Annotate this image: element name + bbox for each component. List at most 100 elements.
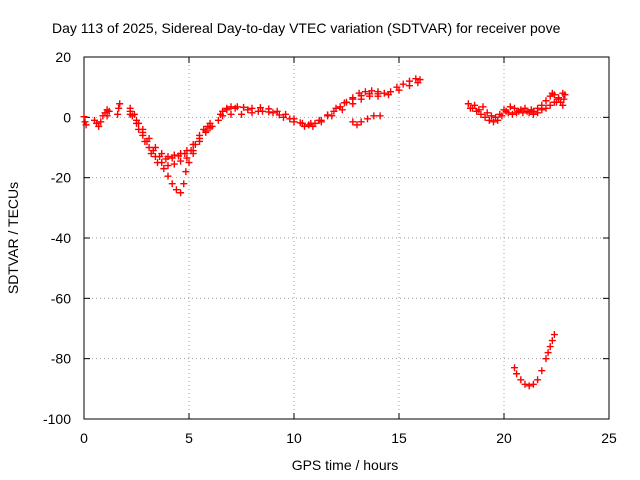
data-point <box>177 157 185 165</box>
data-point <box>385 91 392 99</box>
data-point <box>521 104 529 112</box>
data-point <box>511 364 518 372</box>
data-point <box>475 106 483 114</box>
data-point <box>490 118 497 126</box>
data-point <box>477 110 485 118</box>
data-point <box>357 118 365 126</box>
data-point <box>487 112 495 120</box>
data-point <box>559 101 567 109</box>
data-point <box>466 104 474 112</box>
x-tick-label: 0 <box>80 430 88 446</box>
series-arc-a <box>126 104 214 163</box>
data-point <box>286 115 294 123</box>
x-tick-label: 5 <box>185 430 193 446</box>
data-point <box>244 106 252 114</box>
data-point <box>548 337 556 345</box>
data-point <box>485 116 493 124</box>
data-point <box>164 153 172 161</box>
series-early-arcs <box>80 100 124 130</box>
data-point <box>189 150 197 158</box>
data-point <box>238 110 245 118</box>
data-point <box>177 150 185 158</box>
data-point <box>227 103 235 111</box>
data-point <box>189 140 197 148</box>
data-point <box>324 111 332 119</box>
x-tick-label: 25 <box>601 430 617 446</box>
data-point <box>219 112 227 120</box>
data-point <box>508 110 516 118</box>
data-point <box>357 92 365 100</box>
data-point <box>214 116 222 124</box>
data-point <box>534 376 542 384</box>
data-point <box>525 109 533 117</box>
data-point <box>227 110 235 118</box>
data-point <box>546 101 554 109</box>
x-tick-label: 15 <box>391 430 407 446</box>
data-point <box>240 103 248 111</box>
data-point <box>399 80 407 88</box>
data-point <box>280 113 287 121</box>
data-point <box>139 125 147 133</box>
data-point <box>315 116 323 124</box>
data-point <box>147 150 155 158</box>
data-point <box>521 380 529 388</box>
data-point <box>168 180 176 188</box>
data-point <box>553 98 560 106</box>
data-point <box>126 107 134 115</box>
data-point <box>511 104 518 112</box>
data-point <box>114 110 122 118</box>
y-tick-label: -40 <box>51 230 71 246</box>
data-point <box>534 104 542 112</box>
data-point <box>139 131 147 139</box>
data-point <box>414 79 422 87</box>
series-arc-l <box>511 331 558 390</box>
data-point <box>265 108 273 116</box>
data-point <box>145 144 153 151</box>
data-point <box>349 118 357 126</box>
data-point <box>160 165 168 173</box>
data-point <box>395 86 403 94</box>
data-point <box>374 90 382 98</box>
data-point <box>506 103 514 111</box>
data-point <box>128 112 136 120</box>
data-point <box>561 91 569 99</box>
data-point <box>151 144 159 151</box>
series-arc-b <box>126 110 214 170</box>
data-point <box>256 104 264 112</box>
data-point <box>550 331 558 339</box>
chart-title: Day 113 of 2025, Sidereal Day-to-day VTE… <box>52 20 561 36</box>
data-point <box>170 151 178 159</box>
data-point <box>479 103 487 111</box>
data-point <box>164 172 172 180</box>
data-point <box>544 349 552 357</box>
x-axis-label: GPS time / hours <box>292 457 399 473</box>
data-point <box>196 134 203 142</box>
data-point <box>275 111 283 119</box>
data-point <box>517 376 525 384</box>
data-point <box>223 106 231 114</box>
data-point <box>95 122 103 130</box>
data-point <box>103 112 111 120</box>
data-point <box>542 355 550 363</box>
data-point <box>542 97 550 105</box>
data-point <box>406 82 413 90</box>
data-point <box>115 104 123 112</box>
y-tick-label: 0 <box>63 109 71 125</box>
data-point <box>202 127 210 135</box>
data-point <box>80 113 88 121</box>
data-point <box>380 89 388 97</box>
data-point <box>560 95 568 103</box>
data-point <box>177 189 185 197</box>
data-point <box>183 147 191 155</box>
data-point <box>513 370 521 378</box>
data-points <box>80 75 569 390</box>
data-point <box>364 115 371 123</box>
data-point <box>172 186 180 194</box>
data-point <box>269 109 277 117</box>
series-arc-g <box>223 90 382 127</box>
data-point <box>517 106 525 114</box>
x-tick-label: 10 <box>286 430 302 446</box>
x-tick-label: 20 <box>496 430 512 446</box>
data-point <box>82 121 90 129</box>
data-point <box>483 109 491 117</box>
